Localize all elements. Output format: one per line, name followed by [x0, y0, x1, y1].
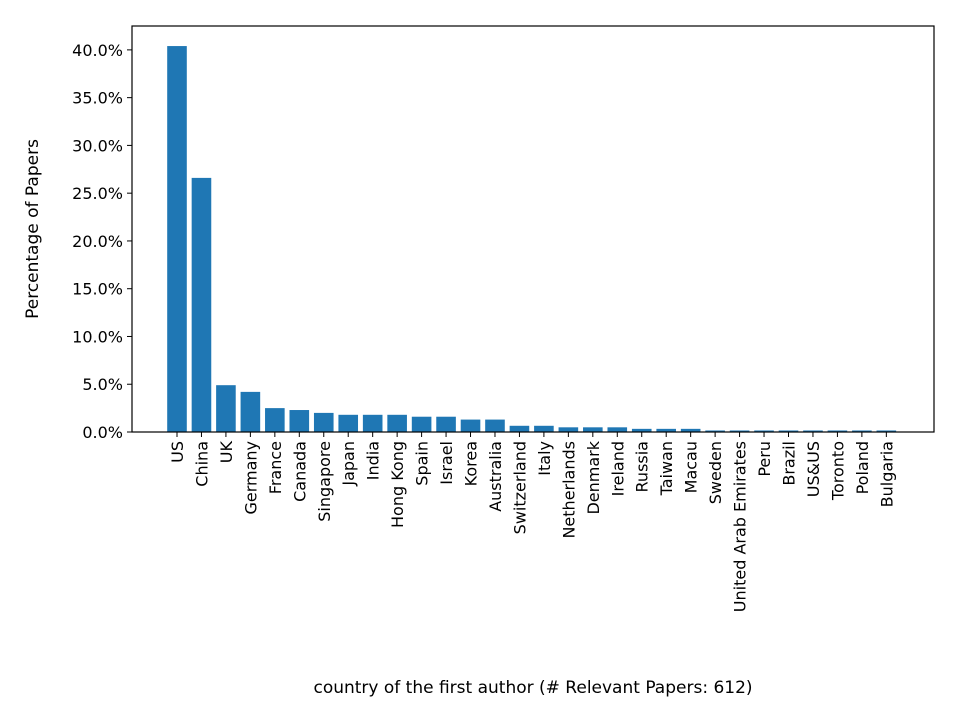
- x-tick-label: Canada: [290, 441, 309, 502]
- x-tick-label: Japan: [339, 441, 358, 487]
- x-tick-label: Denmark: [584, 440, 603, 514]
- x-tick-label: Australia: [486, 441, 505, 512]
- bar-singapore: [313, 412, 334, 432]
- bar-us-us: [803, 430, 823, 432]
- bar-netherlands: [558, 427, 579, 432]
- x-tick-label: Poland: [853, 441, 872, 494]
- x-tick-label: Toronto: [828, 441, 847, 501]
- x-tick-label: Italy: [535, 441, 554, 476]
- bar-peru: [754, 430, 774, 432]
- plot-frame: [131, 25, 935, 433]
- y-tick-label: 10.0%: [72, 327, 123, 346]
- y-tick-label: 0.0%: [82, 423, 123, 442]
- bar-switzerland: [509, 425, 530, 432]
- bar-hong-kong: [387, 414, 407, 432]
- y-tick-label: 5.0%: [82, 375, 123, 394]
- bar-australia: [485, 419, 505, 432]
- x-tick-label: Germany: [241, 441, 260, 515]
- bar-israel: [436, 416, 456, 432]
- x-tick-label: US&US: [804, 441, 823, 497]
- bar-poland: [852, 430, 872, 432]
- x-axis: US China UK Germany France Canada Singapore Jap…: [168, 432, 896, 612]
- x-tick-label: China: [192, 441, 211, 487]
- x-tick-label: Israel: [437, 441, 456, 485]
- bar-macau: [680, 428, 701, 432]
- bar-sweden: [705, 430, 725, 432]
- x-tick-label: Taiwan: [657, 441, 676, 496]
- y-axis-label: Percentage of Papers: [23, 139, 43, 319]
- x-tick-label: Spain: [413, 441, 432, 486]
- y-tick-label: 15.0%: [72, 280, 123, 299]
- bar-toronto: [827, 430, 848, 432]
- x-tick-label: France: [266, 441, 285, 494]
- x-tick-label: Bulgaria: [877, 441, 896, 507]
- y-tick-label: 40.0%: [72, 41, 123, 60]
- bar-spain: [411, 416, 432, 432]
- bar-us: [167, 46, 187, 433]
- bar-japan: [338, 414, 359, 432]
- x-tick-label: Switzerland: [510, 441, 529, 534]
- x-tick-label: Ireland: [608, 441, 627, 496]
- bar-korea: [460, 419, 481, 432]
- bar-canada: [289, 410, 310, 432]
- x-tick-label: Peru: [755, 441, 774, 477]
- bar-bulgaria: [876, 430, 897, 432]
- x-tick-label: Singapore: [315, 441, 334, 522]
- x-tick-label: Brazil: [780, 441, 799, 486]
- bar-united-arab-emirates: [729, 430, 750, 432]
- x-tick-label: Russia: [633, 441, 652, 492]
- y-tick-label: 30.0%: [72, 136, 123, 155]
- bar-germany: [240, 391, 261, 432]
- bar-ireland: [607, 427, 628, 432]
- y-tick-label: 25.0%: [72, 184, 123, 203]
- bar-denmark: [583, 427, 603, 432]
- x-tick-label: Hong Kong: [388, 441, 407, 528]
- bar-italy: [534, 425, 554, 432]
- y-tick-label: 20.0%: [72, 232, 123, 251]
- bar-taiwan: [656, 428, 676, 432]
- x-tick-label: Sweden: [706, 441, 725, 504]
- bar-russia: [631, 428, 652, 432]
- bars-group: [167, 46, 897, 433]
- bar-india: [362, 414, 383, 432]
- x-tick-label: UK: [217, 440, 236, 463]
- bar-uk: [216, 385, 236, 432]
- x-tick-label: Korea: [462, 441, 481, 486]
- y-tick-label: 35.0%: [72, 89, 123, 108]
- bar-china: [191, 177, 212, 432]
- x-tick-label: US: [168, 441, 187, 463]
- x-tick-label: Macau: [682, 441, 701, 493]
- bar-brazil: [778, 430, 799, 432]
- bar-france: [265, 408, 285, 432]
- x-tick-label: Netherlands: [559, 441, 578, 539]
- x-tick-label: India: [364, 441, 383, 480]
- x-axis-label: country of the first author (# Relevant …: [313, 678, 752, 698]
- y-axis: 0.0% 5.0% 10.0% 15.0% 20.0% 25.0% 30.0% 35.0% 40…: [72, 41, 132, 442]
- x-tick-label: United Arab Emirates: [731, 441, 750, 612]
